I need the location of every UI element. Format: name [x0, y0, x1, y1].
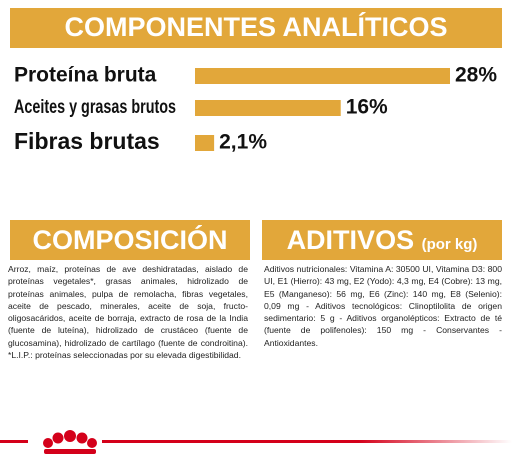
- footer-line: [0, 440, 512, 443]
- composicion-text: Arroz, maíz, proteínas de ave deshidrata…: [8, 264, 248, 361]
- aditivos-subtitle: (por kg): [421, 236, 478, 253]
- composicion-title: COMPOSICIÓN: [32, 225, 228, 255]
- composicion-header: COMPOSICIÓN: [10, 220, 250, 260]
- chart: COMPONENTES ANALÍTICOS Proteína bruta 28%…: [10, 8, 502, 154]
- chart-title: COMPONENTES ANALÍTICOS: [64, 11, 447, 42]
- bar: [195, 135, 215, 151]
- footer: [0, 430, 512, 455]
- title-band: [10, 8, 502, 48]
- value-label: 2,1%: [219, 131, 267, 154]
- value-label: 16%: [346, 96, 388, 119]
- bar: [195, 100, 341, 116]
- aditivos-title: ADITIVOS: [286, 225, 415, 255]
- aditivos-text: Aditivos nutricionales: Vitamina A: 3050…: [264, 264, 502, 348]
- logo-crown: [43, 430, 97, 454]
- aditivos-header: ADITIVOS (por kg): [262, 220, 502, 260]
- value-label: 28%: [455, 64, 497, 87]
- category-label: Aceites y grasas brutos: [14, 97, 176, 118]
- bar: [195, 68, 450, 84]
- category-label: Fibras brutas: [14, 128, 160, 154]
- category-label: Proteína bruta: [14, 64, 157, 87]
